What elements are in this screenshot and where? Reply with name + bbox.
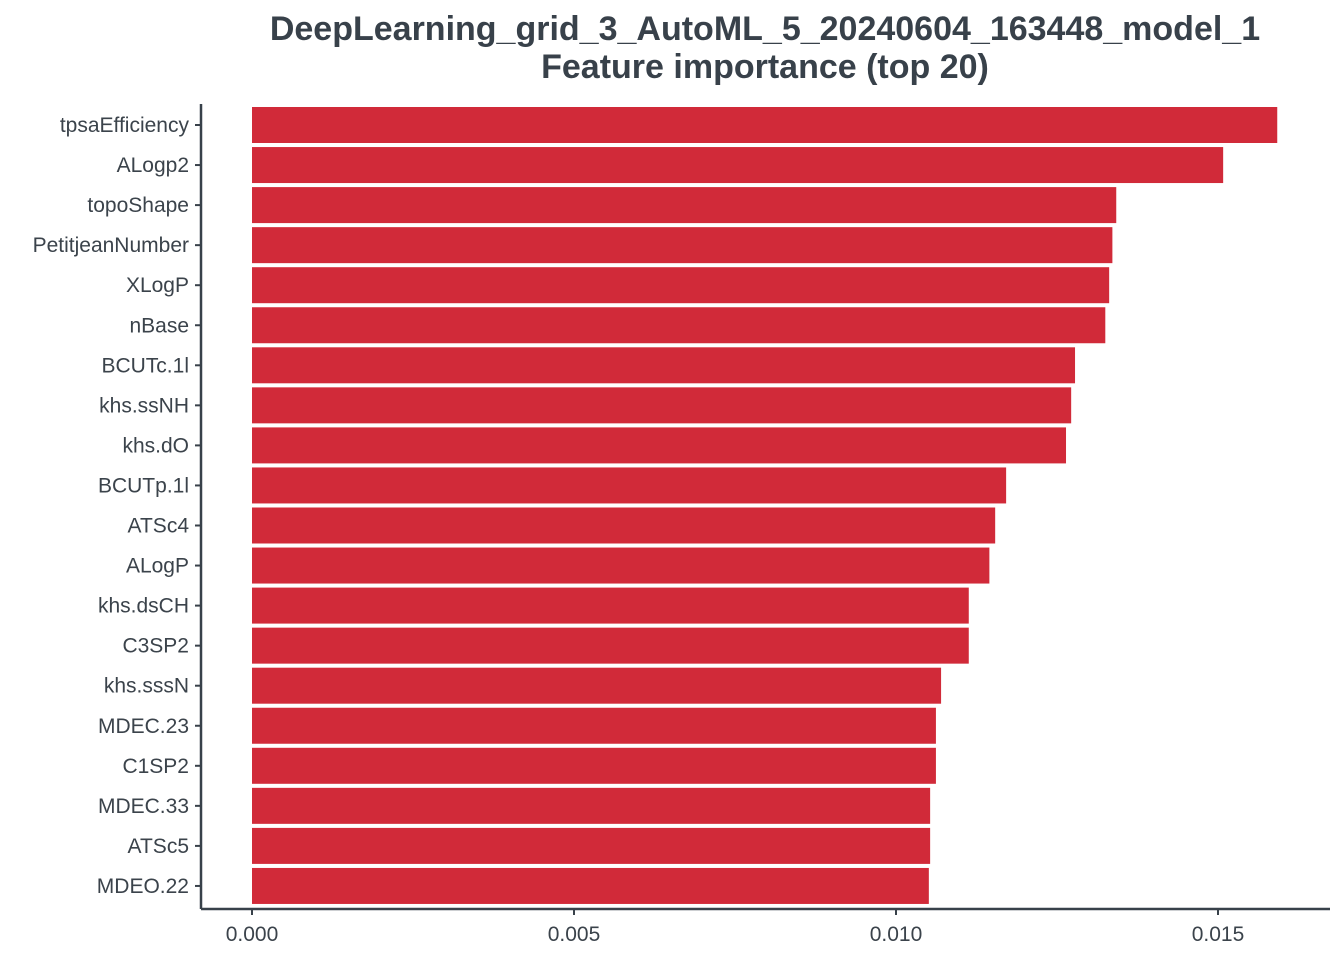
y-tick-label: BCUTp.1l (98, 474, 189, 497)
chart-subtitle: Feature importance (top 20) (541, 48, 989, 86)
y-tick-label: khs.ssNH (99, 394, 189, 417)
y-tick-label: ALogP (126, 555, 189, 578)
y-tick-label: MDEC.23 (98, 715, 189, 738)
y-tick-label: PetitjeanNumber (33, 234, 189, 257)
y-tick-label: khs.sssN (104, 675, 189, 698)
bar-C3SP2 (252, 627, 969, 664)
y-tick-labels: tpsaEfficiency ALogp2 topoShape PetitjeanNu… (33, 114, 190, 898)
bar-nBase (252, 307, 1106, 344)
bar-khs.sssN (252, 667, 942, 704)
bar-MDEO.22 (252, 867, 929, 904)
y-tick-label: ATSc4 (128, 515, 190, 538)
y-tick-label: ATSc5 (128, 835, 189, 858)
y-tick-label: C1SP2 (122, 755, 189, 778)
bar-XLogP (252, 267, 1110, 304)
y-tick-label: nBase (129, 314, 189, 337)
bar-MDEC.23 (252, 707, 936, 744)
x-tick-label: 0.010 (870, 923, 923, 946)
y-tick-label: MDEO.22 (97, 875, 189, 898)
bar-BCUTp.1l (252, 467, 1007, 504)
x-tick-labels: 0.000 0.005 0.010 0.015 (226, 923, 1245, 946)
axes (195, 104, 1330, 915)
bar-C1SP2 (252, 747, 936, 784)
bar-topoShape (252, 187, 1117, 224)
y-tick-label: tpsaEfficiency (60, 114, 190, 137)
y-tick-label: XLogP (126, 274, 189, 297)
bar-khs.dsCH (252, 587, 969, 624)
y-tick-label: khs.dO (122, 434, 189, 457)
bar-MDEC.33 (252, 787, 931, 824)
bar-ATSc5 (252, 827, 931, 864)
y-tick-label: C3SP2 (122, 635, 189, 658)
bars-group (252, 107, 1278, 904)
x-tick-label: 0.000 (226, 923, 279, 946)
y-tick-label: topoShape (87, 194, 189, 217)
bar-PetitjeanNumber (252, 227, 1113, 264)
bar-ALogp2 (252, 147, 1224, 184)
x-tick-label: 0.015 (1192, 923, 1245, 946)
bar-ATSc4 (252, 507, 996, 544)
bar-BCUTc.1l (252, 347, 1076, 384)
y-tick-label: BCUTc.1l (101, 354, 189, 377)
y-tick-label: ALogp2 (117, 154, 189, 177)
bar-khs.dO (252, 427, 1067, 464)
y-tick-label: MDEC.33 (98, 795, 189, 818)
bar-khs.ssNH (252, 387, 1072, 424)
bar-ALogP (252, 547, 990, 584)
y-tick-label: khs.dsCH (98, 595, 189, 618)
x-tick-label: 0.005 (548, 923, 601, 946)
chart-title: DeepLearning_grid_3_AutoML_5_20240604_16… (269, 10, 1261, 48)
bar-tpsaEfficiency (252, 107, 1278, 143)
